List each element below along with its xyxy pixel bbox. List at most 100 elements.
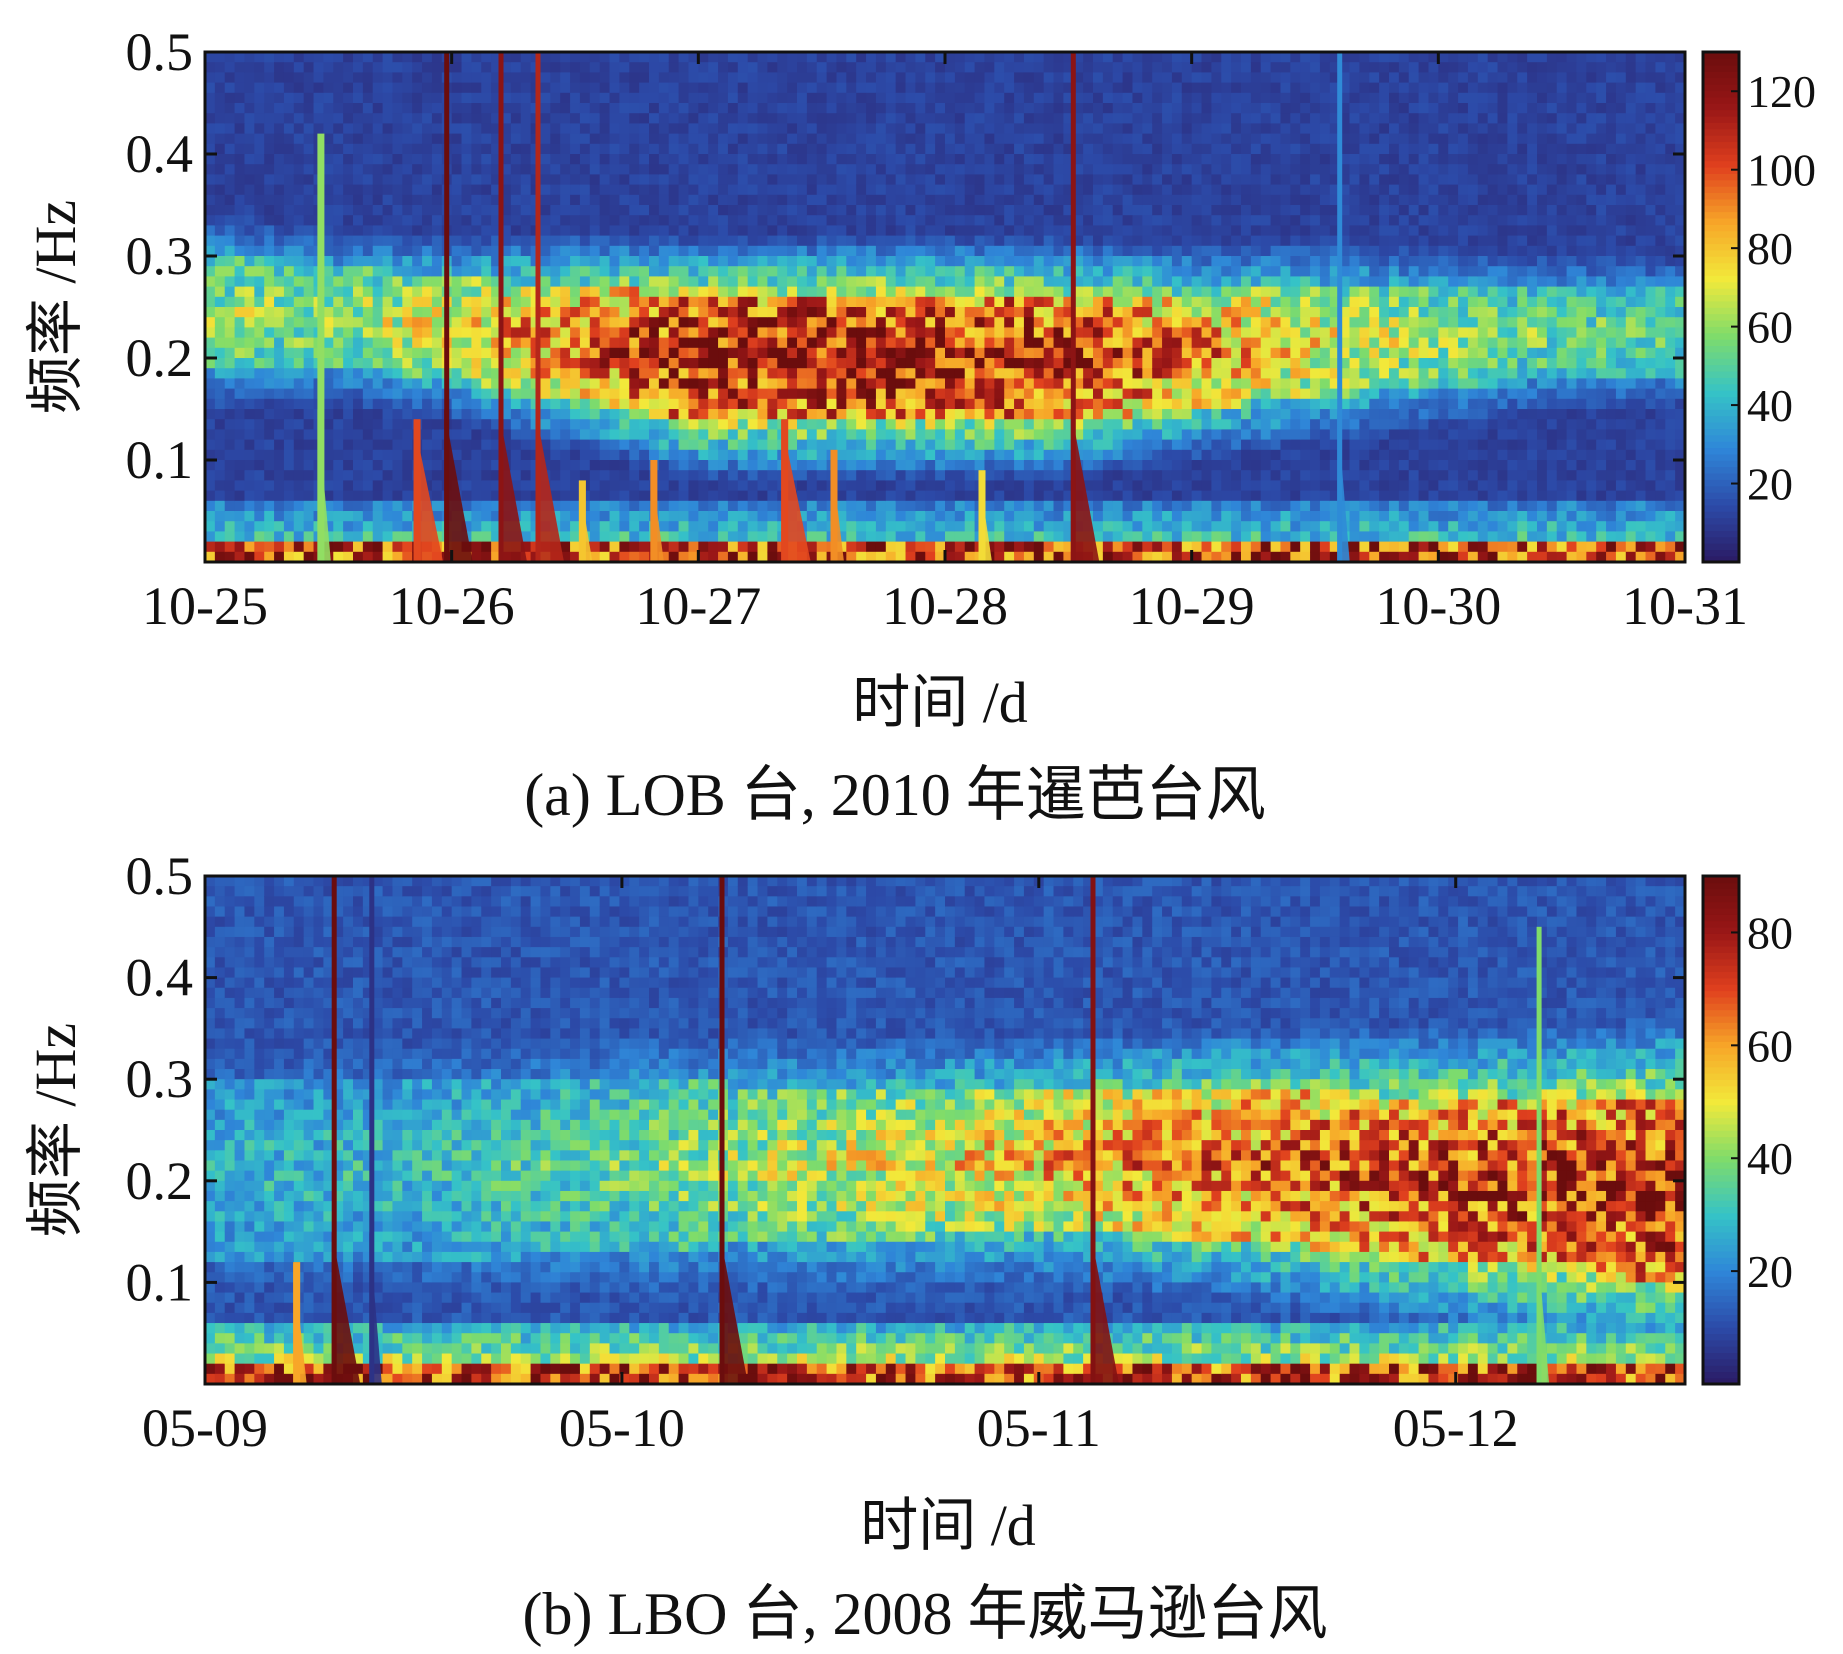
heatmap-cell (1033, 409, 1045, 420)
heatmap-cell (767, 82, 778, 94)
heatmap-cell (1053, 327, 1064, 339)
heatmap-cell (964, 164, 976, 175)
heatmap-cell (658, 449, 670, 461)
heatmap-cell (658, 531, 670, 543)
heatmap-cell (856, 347, 867, 359)
heatmap-cell (1023, 429, 1035, 441)
heatmap-cell (718, 205, 729, 216)
heatmap-cell (353, 62, 364, 73)
heatmap-cell (205, 174, 216, 186)
heatmap-cell (718, 327, 729, 339)
heatmap-cell (293, 184, 305, 196)
heatmap-cell (925, 92, 936, 104)
heatmap-cell (915, 225, 926, 237)
heatmap-cell (1023, 470, 1035, 481)
heatmap-cell (737, 72, 749, 84)
heatmap-cell (1073, 245, 1084, 257)
heatmap-cell (1112, 358, 1124, 369)
heatmap-cell (875, 378, 887, 390)
heatmap-cell (1162, 317, 1173, 328)
heatmap-cell (688, 296, 699, 308)
heatmap-cell (1004, 511, 1015, 522)
heatmap-cell (668, 480, 680, 492)
heatmap-cell (392, 92, 403, 104)
heatmap-cell (964, 358, 976, 369)
heatmap-cell (875, 337, 887, 349)
heatmap-cell (945, 480, 956, 492)
heatmap-cell (303, 82, 315, 94)
heatmap-cell (915, 205, 926, 216)
heatmap-cell (1043, 490, 1055, 502)
heatmap-cell (678, 368, 690, 379)
heatmap-cell (1122, 398, 1134, 410)
heatmap-cell (579, 205, 591, 216)
heatmap-cell (1053, 133, 1064, 145)
heatmap-cell (1063, 337, 1074, 349)
heatmap-cell (964, 480, 976, 492)
heatmap-cell (649, 143, 660, 155)
heatmap-cell (846, 368, 857, 379)
heatmap-cell (372, 490, 384, 502)
heatmap-cell (678, 419, 690, 430)
heatmap-cell (323, 123, 334, 135)
heatmap-cell (451, 337, 463, 349)
heatmap-cell (579, 439, 591, 451)
heatmap-cell (333, 174, 344, 186)
heatmap-cell (954, 296, 966, 308)
heatmap-cell (1122, 184, 1134, 196)
heatmap-cell (560, 194, 571, 206)
heatmap-cell (214, 500, 226, 512)
heatmap-cell (303, 490, 315, 502)
heatmap-cell (1014, 449, 1025, 461)
heatmap-cell (550, 225, 561, 237)
heatmap-cell (540, 52, 551, 63)
heatmap-cell (964, 388, 976, 400)
heatmap-cell (708, 398, 719, 410)
heatmap-cell (510, 164, 522, 175)
heatmap-cell (244, 347, 255, 359)
heatmap-cell (1014, 194, 1025, 206)
heatmap-cell (1073, 419, 1084, 430)
heatmap-cell (954, 72, 966, 84)
heatmap-cell (757, 245, 768, 257)
heatmap-cell (747, 490, 759, 502)
heatmap-cell (954, 82, 966, 94)
heatmap-cell (1083, 439, 1094, 451)
heatmap-cell (1063, 154, 1074, 165)
heatmap-cell (994, 113, 1005, 124)
heatmap-cell (698, 398, 709, 410)
heatmap-cell (224, 123, 236, 135)
heatmap-cell (1132, 184, 1143, 196)
heatmap-cell (994, 307, 1005, 318)
heatmap-cell (589, 347, 601, 359)
heatmap-cell (984, 92, 995, 104)
heatmap-cell (856, 500, 867, 512)
heatmap-cell (254, 317, 265, 328)
heatmap-cell (777, 245, 788, 257)
heatmap-cell (629, 82, 640, 94)
heatmap-cell (727, 256, 739, 267)
heatmap-cell (491, 511, 502, 522)
heatmap-cell (708, 143, 719, 155)
heatmap-cell (353, 256, 364, 267)
heatmap-cell (343, 154, 354, 165)
heatmap-cell (589, 164, 601, 175)
heatmap-cell (1102, 307, 1114, 318)
heatmap-cell (599, 307, 611, 318)
heatmap-cell (757, 103, 768, 114)
heatmap-cell (1142, 358, 1153, 369)
heatmap-cell (816, 378, 828, 390)
heatmap-cell (619, 62, 630, 73)
heatmap-cell (757, 62, 768, 73)
heatmap-cell (372, 511, 384, 522)
heatmap-cell (727, 419, 739, 430)
heatmap-cell (836, 276, 847, 288)
heatmap-cell (412, 92, 423, 104)
heatmap-cell (362, 133, 374, 145)
heatmap-cell (945, 327, 956, 339)
heatmap-cell (935, 541, 946, 553)
heatmap-cell (422, 164, 433, 175)
heatmap-cell (353, 460, 364, 471)
heatmap-cell (816, 470, 828, 481)
heatmap-cell (205, 327, 216, 339)
